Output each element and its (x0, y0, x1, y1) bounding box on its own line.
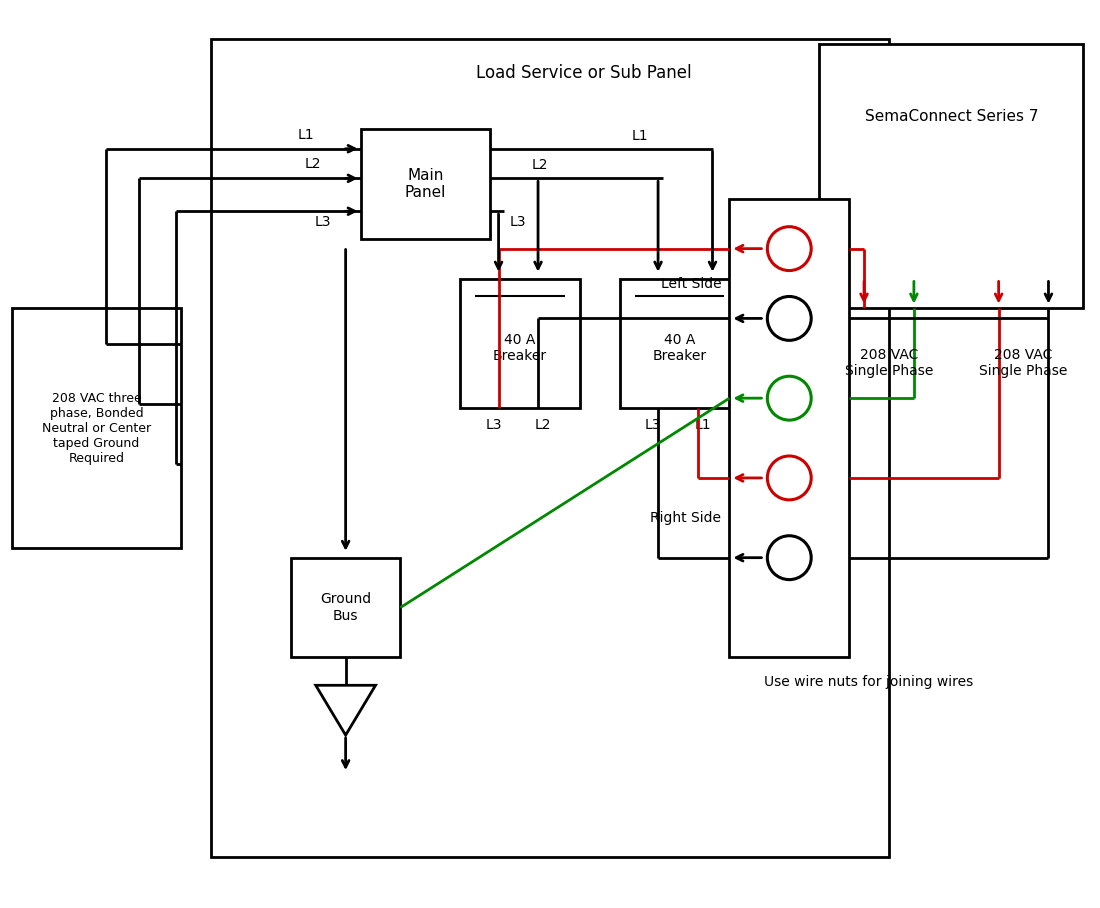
Text: 208 VAC
Single Phase: 208 VAC Single Phase (845, 348, 933, 379)
Text: L2: L2 (531, 158, 548, 173)
Text: Left Side: Left Side (661, 277, 722, 291)
Text: L1: L1 (694, 418, 711, 432)
Bar (211, 39, 889, 857)
Bar (290, 558, 400, 657)
Text: L2: L2 (535, 418, 551, 432)
Text: L3: L3 (645, 418, 661, 432)
Text: Right Side: Right Side (650, 511, 722, 525)
Bar (361, 129, 491, 239)
Circle shape (768, 376, 811, 420)
Text: Load Service or Sub Panel: Load Service or Sub Panel (476, 64, 692, 83)
Text: 40 A
Breaker: 40 A Breaker (652, 333, 706, 363)
Text: Main
Panel: Main Panel (405, 168, 447, 200)
Text: Ground
Bus: Ground Bus (320, 592, 371, 623)
Text: L3: L3 (485, 418, 502, 432)
Text: L1: L1 (631, 129, 648, 143)
Text: L3: L3 (509, 215, 526, 229)
Text: SemaConnect Series 7: SemaConnect Series 7 (865, 109, 1038, 124)
Text: L3: L3 (315, 215, 331, 229)
Circle shape (768, 297, 811, 340)
Text: L2: L2 (305, 157, 321, 172)
Bar (12, 309, 182, 548)
Text: Use wire nuts for joining wires: Use wire nuts for joining wires (764, 676, 974, 689)
Bar (729, 199, 849, 657)
Text: 208 VAC
Single Phase: 208 VAC Single Phase (979, 348, 1068, 379)
Bar (820, 44, 1084, 309)
Text: L1: L1 (297, 128, 315, 142)
Text: 40 A
Breaker: 40 A Breaker (493, 333, 547, 363)
Text: 208 VAC three
phase, Bonded
Neutral or Center
taped Ground
Required: 208 VAC three phase, Bonded Neutral or C… (42, 391, 151, 465)
Bar (619, 279, 739, 408)
Bar (460, 279, 580, 408)
Circle shape (768, 536, 811, 579)
Circle shape (768, 456, 811, 500)
Circle shape (768, 227, 811, 271)
